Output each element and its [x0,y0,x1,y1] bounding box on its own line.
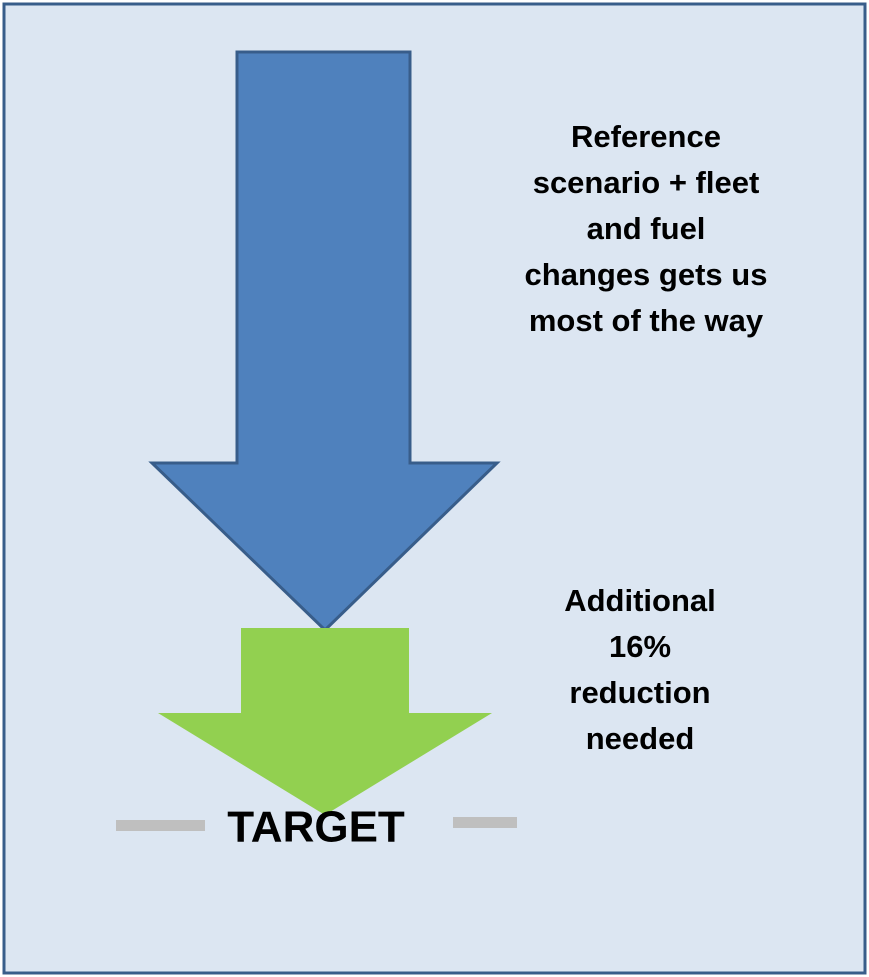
target-dash-left [116,820,205,831]
reference-note: Reference scenario + fleet and fuel changes… [525,119,768,338]
note-line: Additional [564,583,716,618]
target-label: TARGET [227,803,405,852]
additional-note: Additional 16% reduction needed [564,583,716,756]
note-line: and fuel [587,211,706,246]
additional-arrow [158,628,492,815]
note-line: reduction [569,675,710,710]
target-dash-right [453,817,517,828]
reference-arrow [148,50,501,633]
note-line: needed [586,721,695,756]
note-line: changes gets us [525,257,768,292]
note-line: Reference [571,119,721,154]
note-line: most of the way [529,303,764,338]
note-line: 16% [609,629,671,664]
note-line: scenario + fleet [533,165,760,200]
